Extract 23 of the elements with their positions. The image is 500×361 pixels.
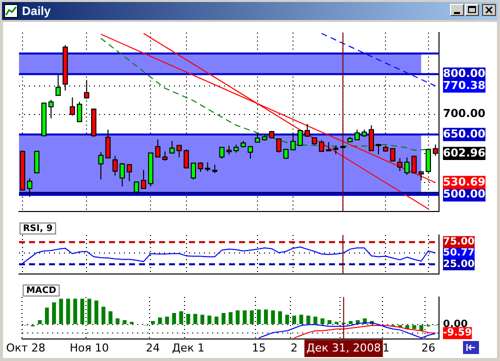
x-tick-label: 26 bbox=[421, 341, 436, 354]
y-tick-label: 700.00 bbox=[443, 107, 486, 120]
y-tick-label: 500.00 bbox=[443, 188, 486, 201]
x-tick-label: 15 bbox=[252, 341, 266, 354]
y-tick-label: 800.00 bbox=[443, 66, 486, 80]
y-tick-label: 650.00 bbox=[443, 127, 486, 140]
chart-title: Daily bbox=[22, 4, 51, 18]
y-tick-label: -9.59 bbox=[443, 328, 472, 339]
x-tick-label: Окт 28 bbox=[6, 341, 46, 354]
x-tick-label: Дек 1 bbox=[172, 341, 204, 354]
x-tick-label: Дек 31, 2008 bbox=[306, 341, 381, 354]
y-tick-label: 75.00 bbox=[443, 236, 475, 248]
y-tick-label: 530.69 bbox=[443, 175, 486, 188]
chart-title: RSI, 9 bbox=[23, 224, 53, 234]
x-tick-label: Ноя 10 bbox=[70, 341, 109, 354]
y-tick-label: 602.96 bbox=[443, 146, 486, 160]
x-tick-label: 2 bbox=[290, 341, 298, 354]
x-tick-label: 1 bbox=[382, 341, 390, 354]
x-tick-label: 24 bbox=[146, 341, 160, 354]
y-tick-label: 770.38 bbox=[443, 78, 486, 92]
y-tick-label: 50.77 bbox=[443, 247, 475, 258]
y-tick-label: 25.00 bbox=[443, 258, 475, 270]
chart-title: MACD bbox=[26, 286, 56, 296]
